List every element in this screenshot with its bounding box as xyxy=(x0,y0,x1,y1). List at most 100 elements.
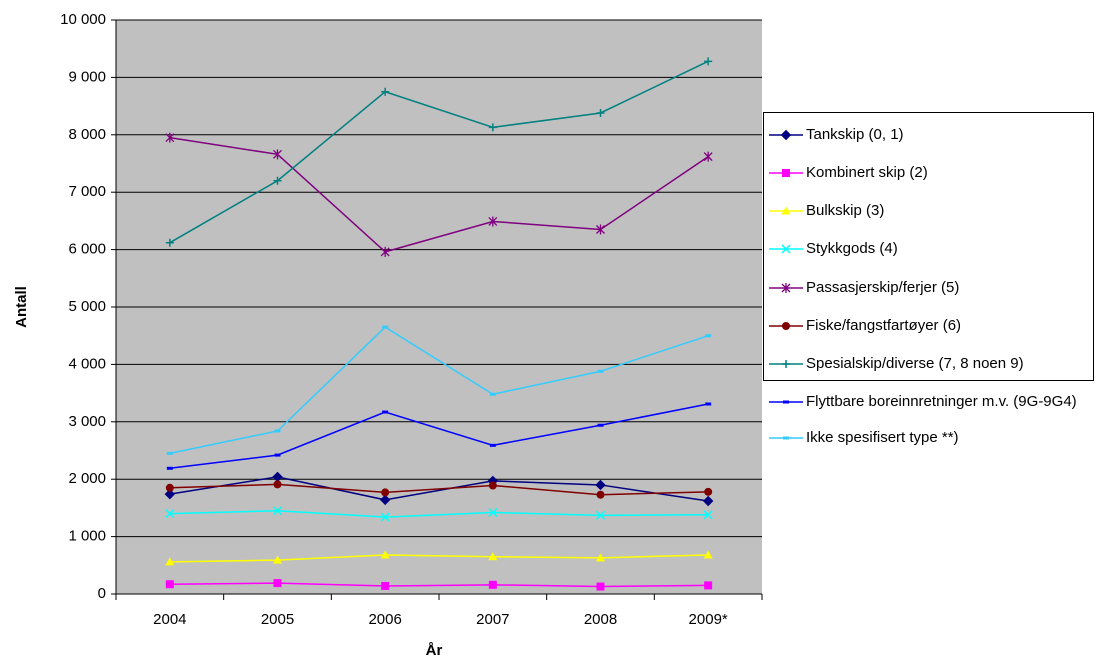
series-line xyxy=(169,554,709,563)
y-tick-label: 7 000 xyxy=(68,183,106,200)
legend-item: Bulkskip (3) xyxy=(768,202,1090,220)
x-tick-label: 2005 xyxy=(261,611,294,628)
marker xyxy=(489,392,496,396)
marker xyxy=(380,246,390,257)
legend-item: Fiske/fangstfartøyer (6) xyxy=(768,317,1090,335)
x-tick-label: 2004 xyxy=(153,611,186,628)
legend-item: Ikke spesifisert type **) xyxy=(768,429,1090,447)
marker xyxy=(381,87,390,96)
y-tick-label: 9 000 xyxy=(68,68,106,85)
marker xyxy=(597,423,604,427)
legend-label: Kombinert skip (2) xyxy=(806,164,928,181)
legend: Tankskip (0, 1) Kombinert skip (2) Bulkski… xyxy=(763,112,1094,446)
legend-icon xyxy=(769,206,803,215)
marker xyxy=(704,581,713,590)
y-tick-label: 10 000 xyxy=(60,11,106,28)
series-line xyxy=(169,136,709,253)
marker xyxy=(597,369,604,373)
marker xyxy=(381,488,390,497)
marker xyxy=(165,238,174,247)
x-tick-label: 2007 xyxy=(476,611,509,628)
legend-icon xyxy=(769,436,803,440)
y-tick-label: 0 xyxy=(98,585,106,602)
y-tick-label: 6 000 xyxy=(68,241,106,258)
marker xyxy=(783,400,789,404)
marker xyxy=(596,108,605,117)
legend-label: Fiske/fangstfartøyer (6) xyxy=(806,317,962,334)
legend-icon xyxy=(769,169,803,177)
marker xyxy=(273,555,282,564)
marker xyxy=(702,495,714,507)
series-line xyxy=(169,60,709,244)
marker xyxy=(165,483,174,492)
series-line xyxy=(169,326,709,455)
x-axis-title: År xyxy=(426,642,443,659)
marker xyxy=(782,322,790,330)
series-line xyxy=(169,510,709,518)
legend-label: Spesialskip/diverse (7, 8 noen 9) xyxy=(806,355,1024,372)
marker xyxy=(382,410,389,414)
marker xyxy=(703,151,713,162)
legend-item: Flyttbare boreinnretninger m.v. (9G-9G4) xyxy=(768,393,1090,411)
marker xyxy=(165,557,175,566)
marker xyxy=(704,57,713,66)
marker xyxy=(705,334,712,338)
series-line xyxy=(169,476,709,502)
marker xyxy=(164,488,176,500)
legend-icon xyxy=(769,360,803,368)
marker xyxy=(595,479,606,491)
marker xyxy=(782,360,790,368)
legend-item: Kombinert skip (2) xyxy=(768,164,1090,182)
marker xyxy=(488,123,497,132)
marker xyxy=(488,216,498,227)
marker xyxy=(274,429,281,433)
y-tick-label: 3 000 xyxy=(68,413,106,430)
marker xyxy=(166,451,173,455)
series-line xyxy=(169,582,709,588)
marker xyxy=(704,487,713,496)
marker xyxy=(273,579,282,588)
x-tick-label: 2008 xyxy=(584,611,617,628)
marker xyxy=(783,436,789,440)
marker xyxy=(165,509,175,519)
legend-label: Bulkskip (3) xyxy=(806,202,885,219)
x-tick-label: 2009* xyxy=(689,611,728,628)
legend-item: Spesialskip/diverse (7, 8 noen 9) xyxy=(768,355,1090,373)
marker xyxy=(488,507,498,518)
x-tick-label: 2006 xyxy=(368,611,401,628)
marker xyxy=(165,132,175,143)
marker xyxy=(781,244,791,254)
marker xyxy=(596,553,605,562)
legend-label: Ikke spesifisert type **) xyxy=(806,429,959,446)
series-line xyxy=(169,483,709,496)
series-line xyxy=(169,403,709,470)
marker xyxy=(488,481,497,490)
marker xyxy=(380,512,390,522)
legend-icon xyxy=(769,283,803,293)
y-tick-label: 2 000 xyxy=(68,470,106,487)
marker xyxy=(781,283,791,293)
legend-label: Stykkgods (4) xyxy=(806,240,898,257)
marker xyxy=(274,453,281,457)
legend-label: Flyttbare boreinnretninger m.v. (9G-9G4) xyxy=(806,393,1077,410)
y-tick-label: 5 000 xyxy=(68,298,106,315)
marker xyxy=(705,402,712,406)
marker xyxy=(782,169,790,177)
y-axis-title: Antall xyxy=(13,286,30,328)
marker xyxy=(379,494,391,506)
legend-icon xyxy=(769,129,803,141)
marker xyxy=(165,580,174,589)
legend-icon xyxy=(769,244,803,254)
marker xyxy=(166,466,173,470)
marker xyxy=(380,550,390,559)
marker xyxy=(596,582,605,591)
marker xyxy=(596,490,605,499)
legend-label: Tankskip (0, 1) xyxy=(806,126,904,143)
y-tick-label: 4 000 xyxy=(68,355,106,372)
marker xyxy=(381,581,390,590)
y-tick-label: 8 000 xyxy=(68,126,106,143)
marker xyxy=(273,176,282,185)
legend-icon xyxy=(769,322,803,330)
